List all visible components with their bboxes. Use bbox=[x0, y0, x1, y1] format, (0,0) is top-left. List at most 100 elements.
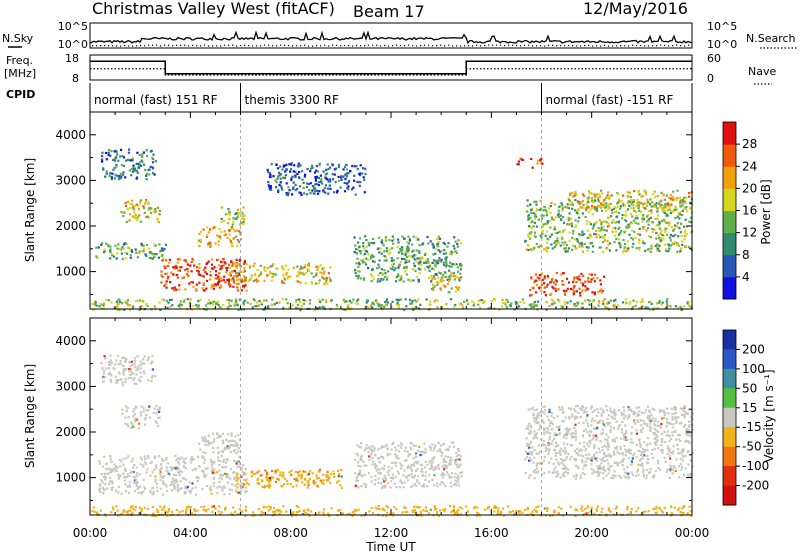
echo-cell bbox=[547, 246, 550, 250]
echo-cell bbox=[625, 476, 628, 479]
echo-cell bbox=[124, 159, 128, 162]
echo-cell bbox=[573, 290, 576, 293]
echo-cell bbox=[274, 471, 277, 474]
echo-cell bbox=[190, 280, 193, 284]
echo-cell bbox=[562, 289, 565, 292]
echo-cell bbox=[666, 202, 669, 205]
echo-cell bbox=[654, 418, 657, 421]
echo-cell bbox=[640, 195, 643, 198]
echo-cell bbox=[663, 243, 667, 246]
echo-cell bbox=[529, 232, 533, 235]
echo-cell bbox=[562, 216, 565, 219]
echo-cell bbox=[631, 246, 634, 249]
echo-cell bbox=[221, 474, 225, 477]
echo-cell bbox=[660, 204, 663, 207]
echo-cell bbox=[217, 459, 220, 462]
echo-cell bbox=[443, 243, 447, 246]
echo-cell bbox=[535, 422, 538, 425]
echo-cell bbox=[557, 463, 561, 466]
echo-cell bbox=[459, 265, 462, 268]
echo-cell bbox=[591, 245, 595, 248]
echo-cell bbox=[209, 485, 212, 488]
echo-cell bbox=[217, 277, 220, 280]
echo-cell bbox=[437, 242, 440, 245]
echo-cell bbox=[688, 207, 692, 210]
echo-cell bbox=[134, 299, 138, 303]
echo-cell bbox=[327, 272, 330, 275]
echo-cell bbox=[617, 192, 620, 196]
echo-cell bbox=[455, 251, 458, 254]
echo-cell bbox=[411, 250, 414, 253]
echo-cell bbox=[315, 164, 318, 168]
echo-cell bbox=[296, 265, 299, 268]
echo-cell bbox=[300, 304, 303, 308]
echo-cell bbox=[646, 215, 649, 218]
echo-cell bbox=[370, 449, 373, 452]
echo-cell bbox=[321, 275, 324, 278]
echo-cell bbox=[579, 203, 582, 206]
echo-cell bbox=[161, 476, 164, 479]
echo-cell bbox=[446, 447, 450, 451]
echo-cell bbox=[439, 444, 443, 447]
echo-cell bbox=[307, 479, 310, 483]
echo-cell bbox=[664, 230, 667, 233]
echo-cell bbox=[193, 264, 196, 267]
echo-cell bbox=[548, 220, 551, 223]
echo-cell bbox=[674, 206, 677, 210]
echo-cell bbox=[581, 289, 584, 292]
echo-cell bbox=[446, 465, 449, 468]
echo-cell bbox=[117, 302, 120, 305]
echo-cell bbox=[238, 212, 241, 215]
echo-cell bbox=[130, 174, 133, 177]
echo-cell bbox=[244, 468, 248, 471]
echo-cell bbox=[688, 420, 691, 423]
echo-cell bbox=[438, 257, 441, 260]
echo-cell bbox=[479, 299, 482, 302]
echo-cell bbox=[321, 268, 324, 271]
noise-search-dot bbox=[236, 45, 238, 47]
noise-search-dot bbox=[252, 45, 254, 47]
echo-cell bbox=[554, 216, 557, 219]
echo-cell bbox=[137, 166, 140, 169]
echo-cell bbox=[600, 202, 603, 205]
echo-cell bbox=[393, 461, 396, 464]
echo-cell bbox=[222, 485, 225, 488]
echo-cell bbox=[540, 272, 543, 275]
echo-cell bbox=[563, 465, 567, 468]
echo-cell bbox=[293, 164, 296, 167]
echo-cell bbox=[354, 271, 357, 275]
echo-cell bbox=[232, 217, 235, 220]
echo-cell bbox=[184, 259, 187, 262]
echo-cell bbox=[171, 273, 175, 276]
echo-cell bbox=[115, 165, 118, 168]
echo-cell bbox=[359, 252, 362, 255]
echo-cell bbox=[543, 275, 546, 278]
echo-cell bbox=[122, 463, 125, 466]
echo-cell bbox=[457, 239, 460, 242]
echo-cell bbox=[568, 217, 571, 220]
echo-cell bbox=[675, 197, 679, 200]
echo-cell bbox=[390, 247, 394, 250]
echo-cell bbox=[536, 308, 539, 311]
echo-cell bbox=[559, 214, 562, 217]
echo-cell bbox=[674, 198, 677, 201]
echo-cell bbox=[446, 282, 449, 286]
echo-cell bbox=[527, 244, 530, 247]
echo-cell bbox=[219, 473, 222, 476]
echo-cell bbox=[229, 477, 232, 480]
echo-cell bbox=[133, 215, 137, 218]
echo-cell bbox=[229, 443, 232, 446]
echo-cell bbox=[159, 478, 162, 482]
echo-cell bbox=[221, 489, 224, 492]
echo-cell bbox=[295, 280, 298, 283]
echo-cell bbox=[552, 416, 556, 420]
echo-cell bbox=[606, 196, 609, 199]
echo-cell bbox=[432, 253, 435, 256]
echo-cell bbox=[687, 300, 690, 303]
echo-cell bbox=[114, 173, 117, 176]
echo-cell bbox=[265, 299, 268, 302]
echo-cell bbox=[198, 281, 201, 284]
echo-cell bbox=[575, 290, 578, 293]
echo-cell bbox=[236, 272, 239, 275]
echo-cell bbox=[409, 302, 412, 305]
